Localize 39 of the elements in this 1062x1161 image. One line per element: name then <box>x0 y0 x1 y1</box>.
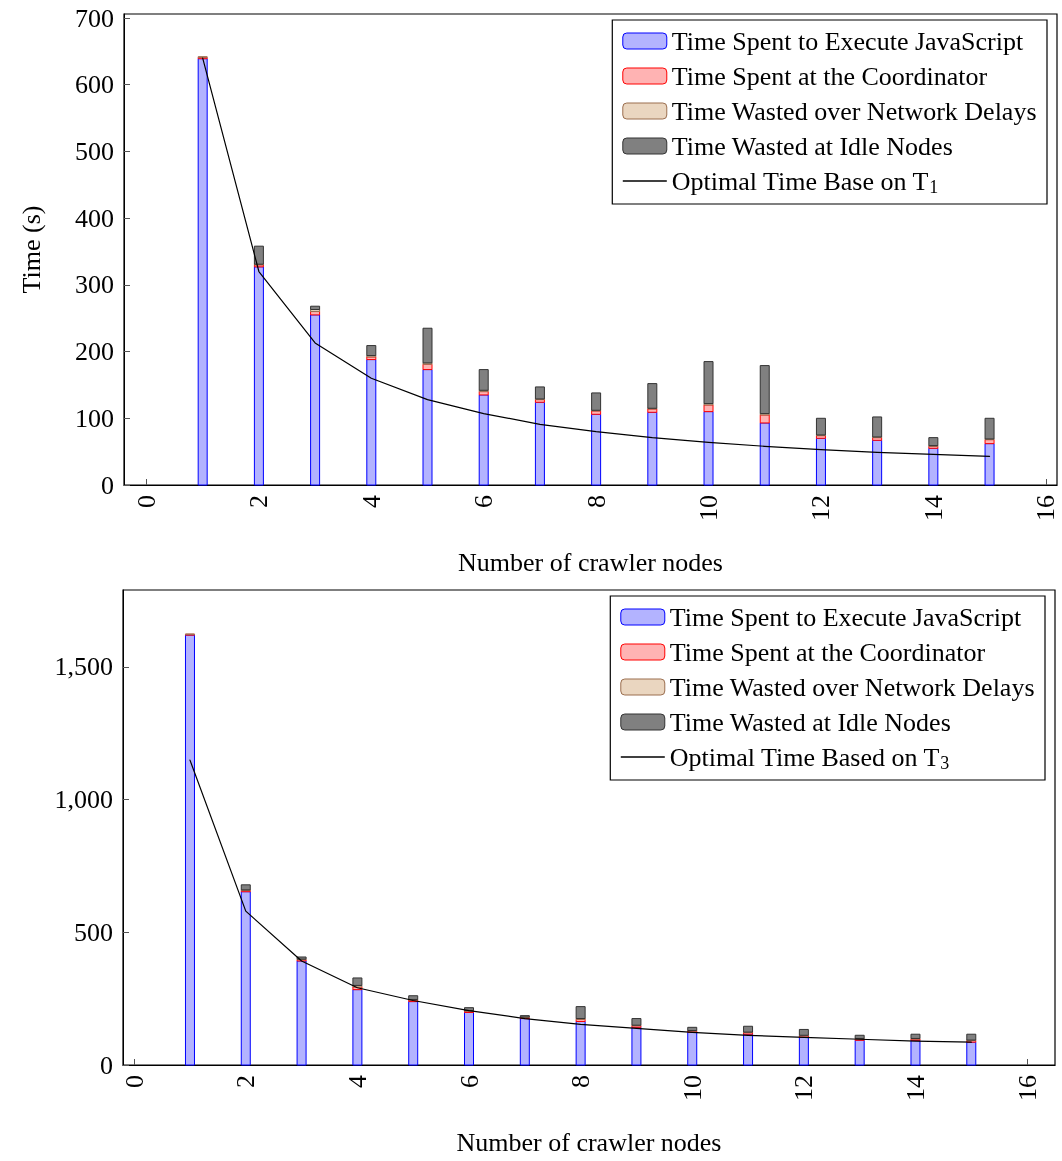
x-tick-label: 4 <box>342 1075 372 1088</box>
y-tick-label: 200 <box>75 337 114 367</box>
legend-label: Time Wasted over Network Delays <box>669 672 1035 702</box>
legend-label: Time Spent at the Coordinator <box>669 637 986 667</box>
x-tick-label: 12 <box>789 1075 819 1101</box>
x-tick-label: 10 <box>677 1075 707 1101</box>
x-tick-label: 2 <box>231 1075 261 1088</box>
legend-label: Time Spent to Execute JavaScript <box>669 602 1022 632</box>
y-tick-label: 1,500 <box>54 652 113 682</box>
y-tick-label: 400 <box>75 203 114 233</box>
x-tick-label: 14 <box>900 1075 930 1101</box>
x-tick-label: 16 <box>1031 495 1061 521</box>
x-tick-label: 2 <box>244 495 274 508</box>
y-tick-label: 500 <box>75 136 114 166</box>
x-tick-label: 0 <box>131 495 161 508</box>
x-tick-label: 6 <box>454 1075 484 1088</box>
legend-label: Time Wasted at Idle Nodes <box>669 707 951 737</box>
y-axis-title: Time (s) <box>16 205 46 294</box>
y-tick-label: 600 <box>75 70 114 100</box>
x-tick-label: 8 <box>566 1075 596 1088</box>
x-tick-label: 12 <box>806 495 836 521</box>
x-axis-title: Number of crawler nodes <box>456 1127 722 1157</box>
y-tick-label: 1,000 <box>54 785 113 815</box>
y-tick-label: 500 <box>74 917 113 947</box>
y-tick-label: 700 <box>75 3 114 33</box>
x-tick-label: 16 <box>1012 1075 1042 1101</box>
x-tick-label: 6 <box>469 495 499 508</box>
legend-label: Time Wasted at Idle Nodes <box>671 131 953 161</box>
y-tick-label: 100 <box>75 403 114 433</box>
legend-label: Time Spent at the Coordinator <box>671 61 988 91</box>
legend-label: Time Wasted over Network Delays <box>671 96 1037 126</box>
x-tick-label: 14 <box>918 495 948 521</box>
x-tick-label: 10 <box>694 495 724 521</box>
y-tick-label: 300 <box>75 270 114 300</box>
x-tick-label: 8 <box>581 495 611 508</box>
x-tick-label: 0 <box>119 1075 149 1088</box>
legend-label: Time Spent to Execute JavaScript <box>671 26 1024 56</box>
x-axis-title: Number of crawler nodes <box>458 547 723 577</box>
x-tick-label: 4 <box>356 495 386 508</box>
